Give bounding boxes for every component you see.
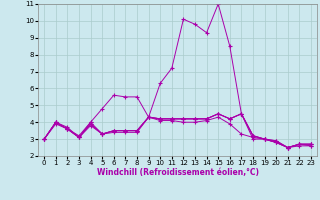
X-axis label: Windchill (Refroidissement éolien,°C): Windchill (Refroidissement éolien,°C) xyxy=(97,168,259,177)
